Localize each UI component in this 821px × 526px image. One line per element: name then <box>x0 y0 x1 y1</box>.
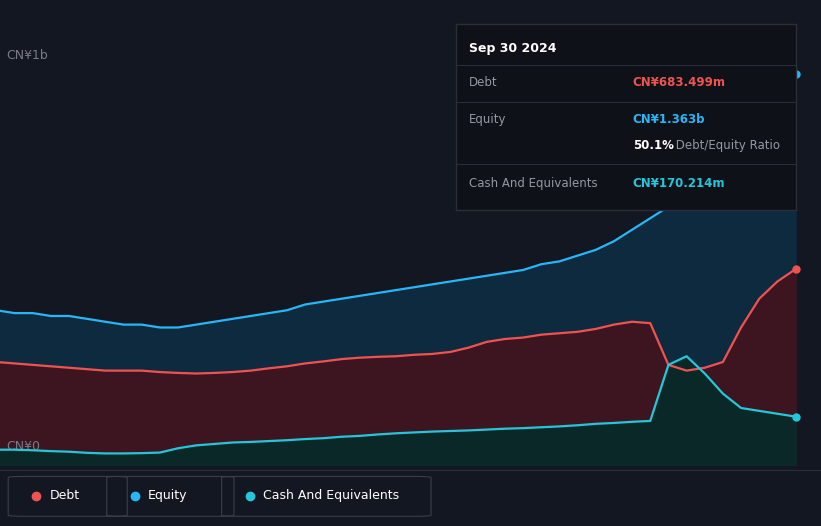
Text: Sep 30 2024: Sep 30 2024 <box>470 43 557 55</box>
Text: Debt: Debt <box>49 489 80 502</box>
Text: 50.1%: 50.1% <box>633 139 674 153</box>
Text: Debt: Debt <box>470 76 498 89</box>
Text: Cash And Equivalents: Cash And Equivalents <box>470 177 598 190</box>
Text: Cash And Equivalents: Cash And Equivalents <box>263 489 399 502</box>
Text: CN¥170.214m: CN¥170.214m <box>633 177 725 190</box>
Text: Equity: Equity <box>470 113 507 126</box>
Text: CN¥1b: CN¥1b <box>7 49 48 62</box>
Text: Equity: Equity <box>148 489 187 502</box>
Text: CN¥0: CN¥0 <box>7 440 40 452</box>
Text: CN¥683.499m: CN¥683.499m <box>633 76 726 89</box>
Text: Debt/Equity Ratio: Debt/Equity Ratio <box>672 139 780 153</box>
Text: CN¥1.363b: CN¥1.363b <box>633 113 705 126</box>
